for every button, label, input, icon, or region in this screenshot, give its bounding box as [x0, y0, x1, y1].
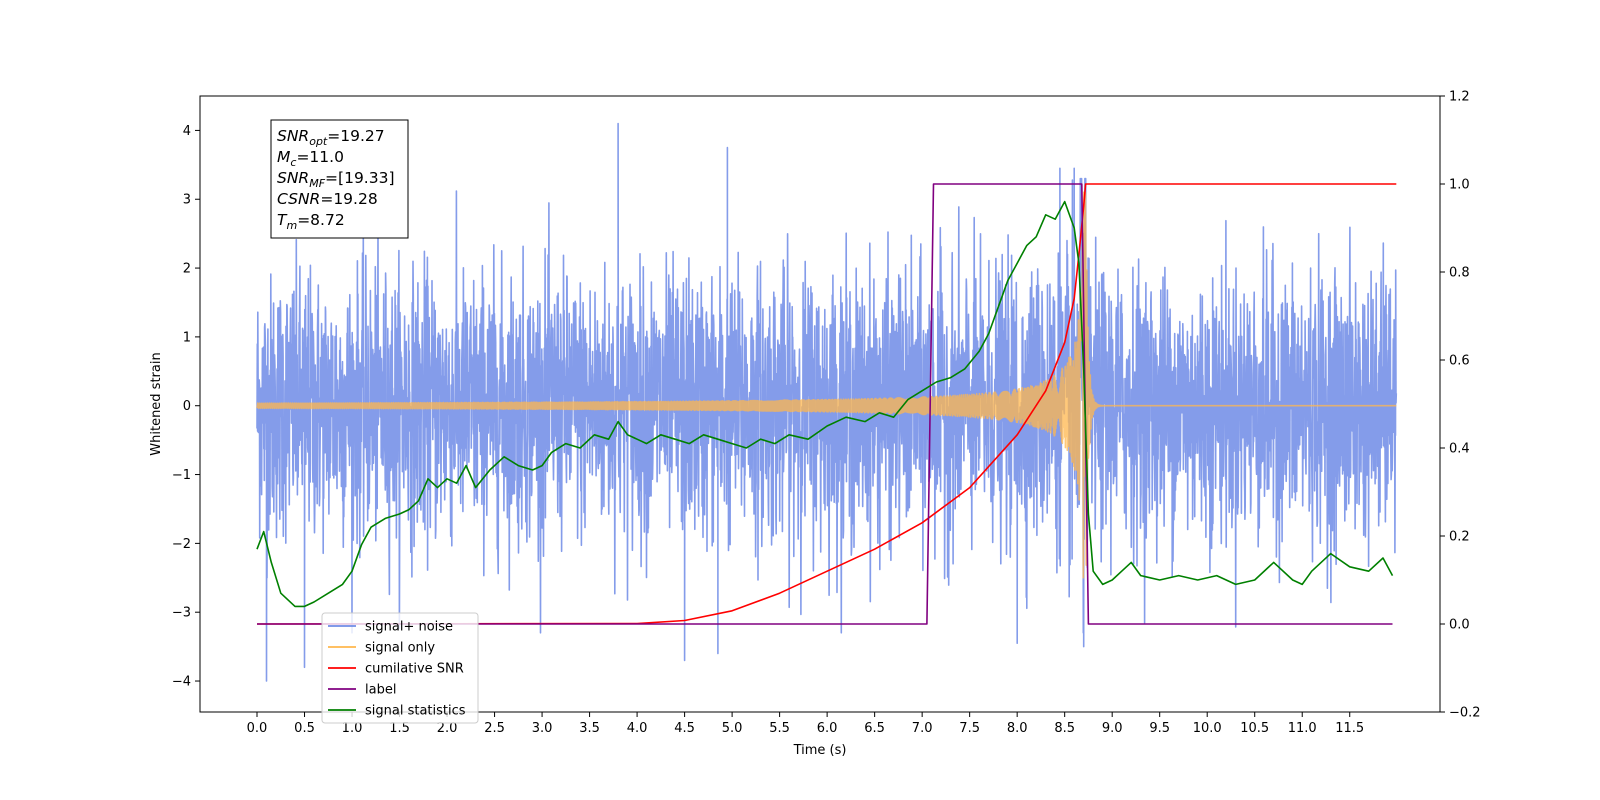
x-tick-label: 0.5 [294, 721, 315, 736]
x-tick-label: 6.0 [817, 721, 838, 736]
annotation-line: Mc=11.0 [277, 148, 344, 169]
plot-frame [199, 95, 1441, 713]
y-tick-label: −1 [172, 468, 191, 483]
x-axis: 0.0 0.5 1.0 1.5 2.0 2.5 3.0 3.5 4.0 4.5 5.0 5.5 6.0 6… [247, 712, 1364, 736]
legend-label: signal+ noise [365, 620, 453, 635]
legend-label: signal statistics [365, 704, 466, 719]
annotation-box: SNRopt=19.27Mc=11.0SNRMF=[19.33]CSNR=19.… [270, 119, 409, 239]
y-tick-label: −3 [172, 606, 191, 621]
legend-label: signal only [365, 641, 435, 656]
x-tick-label: 1.0 [342, 721, 363, 736]
x-tick-label: 11.5 [1335, 721, 1364, 736]
series-line-label [257, 183, 1393, 625]
y-axis-label: Whitened strain [149, 352, 164, 455]
x-tick-label: 4.5 [674, 721, 695, 736]
x-tick-label: 9.0 [1102, 721, 1123, 736]
y-tick-label: 1 [183, 330, 191, 345]
x-tick-label: 3.0 [532, 721, 553, 736]
x-tick-label: 2.5 [484, 721, 505, 736]
y-axis-left: −4 −3 −2 −1 0 1 2 3 4 [172, 124, 200, 690]
x-tick-label: 6.5 [864, 721, 885, 736]
y-right-tick-label: 1.2 [1449, 90, 1470, 105]
y-axis-right: −0.2 0.0 0.2 0.4 0.6 0.8 1.0 1.2 [1440, 90, 1481, 721]
annotation-line: SNRMF=[19.33] [277, 169, 395, 190]
y-right-tick-label: 0.8 [1449, 266, 1470, 281]
x-tick-label: 7.5 [959, 721, 980, 736]
y-right-tick-label: 1.0 [1449, 178, 1470, 193]
y-tick-label: −4 [172, 675, 191, 690]
y-right-tick-label: 0.6 [1449, 354, 1470, 369]
x-tick-label: 2.0 [437, 721, 458, 736]
x-tick-label: 1.5 [389, 721, 410, 736]
legend-frame [321, 612, 479, 724]
series-line-cumilative-snr [256, 183, 1397, 625]
x-tick-label: 10.5 [1240, 721, 1269, 736]
x-tick-label: 8.5 [1054, 721, 1075, 736]
x-tick-label: 11.0 [1288, 721, 1317, 736]
y-right-tick-label: −0.2 [1449, 706, 1481, 721]
y-right-tick-label: 0.2 [1449, 530, 1470, 545]
legend-label: cumilative SNR [365, 662, 464, 677]
y-tick-label: 4 [183, 124, 191, 139]
series-line-signal-statistics [256, 200, 1394, 608]
x-tick-label: 0.0 [247, 721, 268, 736]
y-tick-label: 2 [183, 262, 191, 277]
x-tick-label: 7.0 [912, 721, 933, 736]
annotation-line: CSNR=19.28 [277, 190, 378, 208]
y-tick-label: 0 [183, 399, 191, 414]
series-layer [256, 122, 1398, 682]
x-tick-label: 8.0 [1007, 721, 1028, 736]
x-axis-label: Time (s) [793, 743, 847, 758]
x-tick-label: 5.0 [722, 721, 743, 736]
y-right-tick-label: 0.4 [1449, 442, 1470, 457]
legend-label: label [365, 683, 396, 698]
x-tick-label: 3.5 [579, 721, 600, 736]
x-tick-label: 5.5 [769, 721, 790, 736]
y-right-tick-label: 0.0 [1449, 618, 1470, 633]
annotation-line: SNRopt=19.27 [277, 127, 385, 148]
y-tick-label: −2 [172, 537, 191, 552]
x-tick-label: 9.5 [1149, 721, 1170, 736]
legend: signal+ noise signal only cumilative SNR la… [321, 612, 479, 724]
annotation-line: Tm=8.72 [277, 211, 345, 232]
x-tick-label: 10.0 [1193, 721, 1222, 736]
y-tick-label: 3 [183, 193, 191, 208]
x-tick-label: 4.0 [627, 721, 648, 736]
series-line-signal-only [256, 191, 1397, 579]
